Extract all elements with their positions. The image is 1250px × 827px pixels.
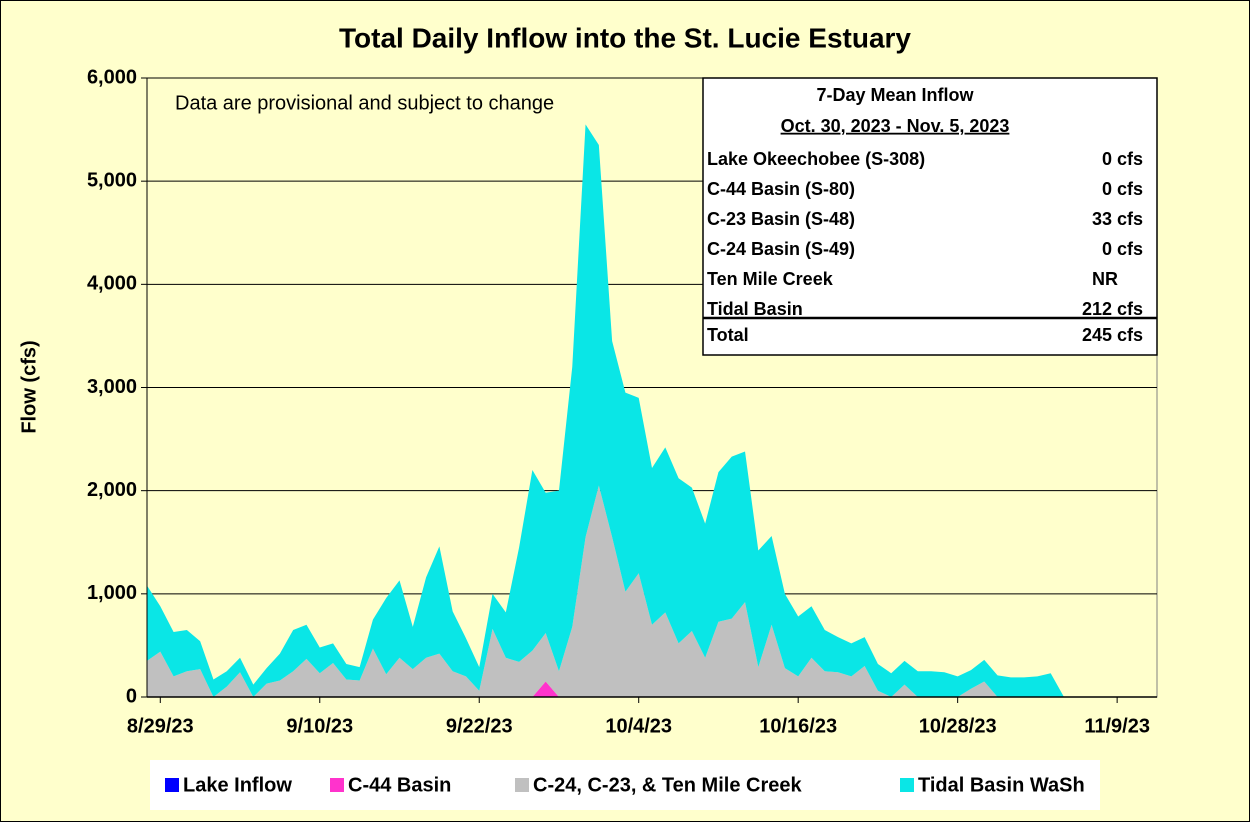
legend-swatch bbox=[165, 778, 179, 792]
inset-row-value: 212 cfs bbox=[1082, 299, 1143, 319]
legend-label: Lake Inflow bbox=[183, 774, 292, 796]
inset-row-value: 0 cfs bbox=[1102, 149, 1143, 169]
inset-subtitle: Oct. 30, 2023 - Nov. 5, 2023 bbox=[781, 116, 1010, 136]
legend-label: C-24, C-23, & Ten Mile Creek bbox=[533, 774, 802, 796]
x-tick-label: 11/9/23 bbox=[1084, 715, 1150, 737]
inset-row-value: NR bbox=[1092, 269, 1118, 289]
inset-row-value: 0 cfs bbox=[1102, 179, 1143, 199]
y-tick-label: 2,000 bbox=[87, 479, 137, 501]
inset-box bbox=[702, 77, 1158, 356]
y-tick-label: 4,000 bbox=[87, 273, 137, 295]
inset-row-value: 33 cfs bbox=[1092, 209, 1143, 229]
legend-swatch bbox=[330, 778, 344, 792]
x-tick-label: 10/28/23 bbox=[919, 715, 997, 737]
x-tick-label: 8/29/23 bbox=[127, 715, 194, 737]
inset-total-value: 245 cfs bbox=[1082, 325, 1143, 345]
y-tick-label: 0 bbox=[126, 685, 137, 707]
y-tick-label: 6,000 bbox=[87, 66, 137, 88]
x-tick-label: 9/10/23 bbox=[286, 715, 353, 737]
legend-label: C-44 Basin bbox=[348, 774, 451, 796]
x-tick-label: 10/4/23 bbox=[605, 715, 672, 737]
chart-title: Total Daily Inflow into the St. Lucie Es… bbox=[339, 22, 911, 53]
inset-table: 7-Day Mean Inflow Oct. 30, 2023 - Nov. 5,… bbox=[702, 77, 1158, 356]
y-tick-label: 5,000 bbox=[87, 169, 137, 191]
inset-row-label: Ten Mile Creek bbox=[707, 269, 834, 289]
inset-row-label: Lake Okeechobee (S-308) bbox=[707, 149, 925, 169]
inset-row-value: 0 cfs bbox=[1102, 239, 1143, 259]
y-tick-label: 1,000 bbox=[87, 582, 137, 604]
area bbox=[147, 124, 1157, 698]
legend-label: Tidal Basin WaSh bbox=[918, 774, 1085, 796]
area bbox=[147, 485, 1157, 697]
inset-row-label: C-44 Basin (S-80) bbox=[707, 179, 855, 199]
inset-title: 7-Day Mean Inflow bbox=[816, 85, 974, 105]
inset-row-label: C-24 Basin (S-49) bbox=[707, 239, 855, 259]
inset-row-label: Tidal Basin bbox=[707, 299, 803, 319]
annotation: Data are provisional and subject to chan… bbox=[175, 92, 554, 114]
x-tick-label: 9/22/23 bbox=[446, 715, 513, 737]
legend-swatch bbox=[900, 778, 914, 792]
inset-total-label: Total bbox=[707, 325, 749, 345]
y-tick-label: 3,000 bbox=[87, 376, 137, 398]
legend: Lake Inflow C-44 Basin C-24, C-23, & Ten M… bbox=[165, 774, 1085, 796]
legend-box bbox=[150, 760, 1100, 810]
x-tick-label: 10/16/23 bbox=[759, 715, 837, 737]
inset-row-label: C-23 Basin (S-48) bbox=[707, 209, 855, 229]
legend-swatch bbox=[515, 778, 529, 792]
y-axis-label: Flow (cfs) bbox=[18, 340, 40, 433]
